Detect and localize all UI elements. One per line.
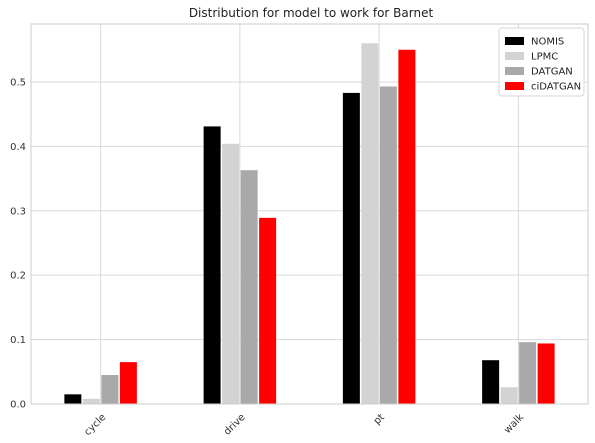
y-tick-label: 0.0	[10, 400, 26, 411]
bar-lpmc-walk	[500, 387, 518, 404]
chart-title: Distribution for model to work for Barne…	[189, 6, 434, 20]
bar-lpmc-drive	[222, 143, 240, 404]
legend-swatch-nomis	[505, 37, 524, 45]
bar-cidatgan-walk	[537, 343, 555, 404]
bar-nomis-cycle	[64, 394, 82, 404]
legend-label-nomis: NOMIS	[531, 37, 564, 48]
x-tick-label: drive	[222, 412, 248, 438]
grid	[31, 24, 588, 405]
x-axis-ticks: cycle drive pt walk	[82, 412, 526, 438]
y-tick-label: 0.3	[10, 206, 26, 217]
bar-cidatgan-drive	[259, 217, 277, 404]
bar-nomis-drive	[203, 126, 221, 405]
bar-lpmc-cycle	[82, 398, 100, 404]
x-tick-label: walk	[502, 412, 526, 436]
bar-datgan-walk	[519, 342, 537, 404]
bar-datgan-drive	[240, 170, 258, 404]
y-tick-label: 0.4	[10, 142, 26, 153]
bar-nomis-walk	[482, 360, 500, 404]
y-axis-ticks: 0.0 0.1 0.2 0.3 0.4 0.5	[10, 77, 26, 410]
bar-nomis-pt	[342, 92, 360, 404]
legend-label-lpmc: LPMC	[531, 52, 558, 63]
legend-swatch-datgan	[505, 67, 524, 75]
bar-datgan-cycle	[101, 375, 119, 404]
bar-cidatgan-cycle	[119, 362, 137, 404]
legend-swatch-lpmc	[505, 52, 524, 60]
bar-datgan-pt	[379, 86, 397, 404]
x-tick-label: pt	[372, 412, 387, 427]
bars	[64, 43, 555, 405]
legend-label-datgan: DATGAN	[531, 67, 573, 78]
plot-frame	[30, 23, 589, 405]
legend-swatch-cidatgan	[505, 82, 524, 90]
bar-lpmc-pt	[361, 43, 379, 405]
bar-cidatgan-pt	[398, 49, 416, 405]
y-tick-label: 0.1	[10, 335, 26, 346]
x-tick-label: cycle	[82, 412, 108, 438]
legend-label-cidatgan: ciDATGAN	[531, 82, 581, 93]
y-tick-label: 0.2	[10, 271, 26, 282]
y-tick-label: 0.5	[10, 77, 26, 88]
legend: NOMIS LPMC DATGAN ciDATGAN	[498, 27, 585, 97]
